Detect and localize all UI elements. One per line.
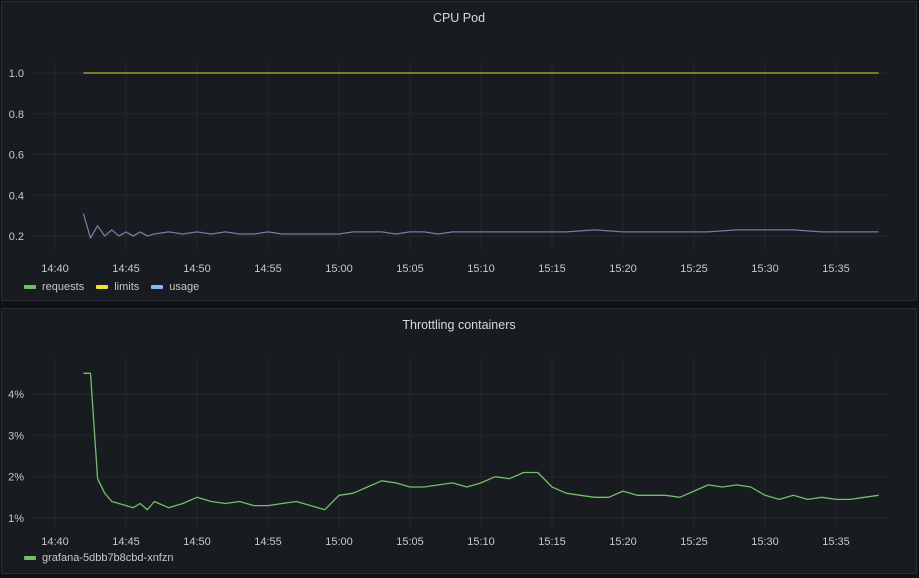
x-tick-label: 15:35 — [822, 536, 850, 548]
x-tick-label: 15:10 — [467, 536, 495, 548]
cpu-pod-legend: requests limits usage — [24, 281, 199, 293]
x-tick-label: 15:15 — [538, 263, 566, 275]
legend-label: usage — [169, 281, 200, 293]
legend-swatch — [96, 285, 109, 289]
legend-swatch — [24, 285, 36, 289]
legend-label: grafana-5dbb7b8cbd-xnfzn — [42, 552, 174, 564]
series-line-usage[interactable] — [82, 213, 879, 239]
panel-title[interactable]: Throttling containers — [402, 318, 516, 332]
x-tick-label: 15:00 — [325, 536, 353, 548]
legend-item-grafana-5dbb7b8cbd-xnfzn[interactable]: grafana-5dbb7b8cbd-xnfzn — [24, 552, 173, 564]
x-tick-label: 15:35 — [822, 263, 850, 275]
x-tick-label: 15:15 — [538, 536, 566, 548]
x-tick-label: 14:55 — [254, 536, 282, 548]
x-tick-label: 15:10 — [467, 263, 495, 275]
x-tick-label: 14:55 — [254, 263, 282, 275]
x-tick-label: 14:40 — [41, 536, 69, 548]
x-tick-label: 14:50 — [183, 536, 211, 548]
x-tick-label: 15:20 — [609, 263, 637, 275]
x-tick-label: 15:00 — [325, 263, 353, 275]
x-tick-label: 15:30 — [751, 536, 779, 548]
panel-title[interactable]: CPU Pod — [432, 11, 486, 25]
legend-item-requests[interactable]: requests — [24, 281, 84, 293]
throttling-containers-chart: 14:40 14:45 14:50 14:55 15:00 15:05 15:10 15:15… — [8, 357, 887, 548]
legend-item-limits[interactable]: limits — [96, 281, 139, 293]
x-tick-label: 14:45 — [112, 263, 140, 275]
y-tick-label: 4% — [8, 389, 24, 401]
y-tick-label: 0.4 — [9, 190, 24, 202]
x-tick-label: 15:25 — [680, 536, 708, 548]
series-line-grafana-5dbb7b8cbd-xnfzn[interactable] — [83, 372, 879, 511]
x-tick-label: 14:45 — [112, 536, 140, 548]
throttling-containers-panel: Throttling containers 14:40 14:45 14:50 14:… — [1, 308, 917, 574]
legend-swatch — [24, 556, 36, 560]
y-tick-label: 2% — [8, 472, 24, 484]
x-tick-label: 15:05 — [396, 263, 424, 275]
y-tick-label: 0.6 — [9, 150, 24, 162]
legend-swatch — [151, 285, 164, 289]
throttling-legend: grafana-5dbb7b8cbd-xnfzn — [24, 552, 173, 564]
x-tick-label: 14:50 — [183, 263, 211, 275]
y-tick-label: 1.0 — [9, 68, 24, 80]
legend-label: limits — [114, 281, 140, 293]
y-tick-label: 1% — [8, 513, 24, 525]
legend-item-usage[interactable]: usage — [151, 281, 199, 293]
x-tick-label: 15:25 — [680, 263, 708, 275]
y-tick-label: 0.2 — [9, 231, 24, 243]
y-tick-label: 0.8 — [9, 109, 24, 121]
cpu-pod-panel: CPU Pod 14:40 14:45 14:50 14:55 15:00 15:05 15… — [1, 1, 917, 301]
x-tick-label: 15:30 — [751, 263, 779, 275]
x-tick-label: 15:05 — [396, 536, 424, 548]
cpu-pod-chart: 14:40 14:45 14:50 14:55 15:00 15:05 15:10 15:15… — [9, 62, 887, 275]
y-tick-label: 3% — [8, 430, 24, 442]
x-tick-label: 14:40 — [41, 263, 69, 275]
x-tick-label: 15:20 — [609, 536, 637, 548]
legend-label: requests — [42, 281, 85, 293]
